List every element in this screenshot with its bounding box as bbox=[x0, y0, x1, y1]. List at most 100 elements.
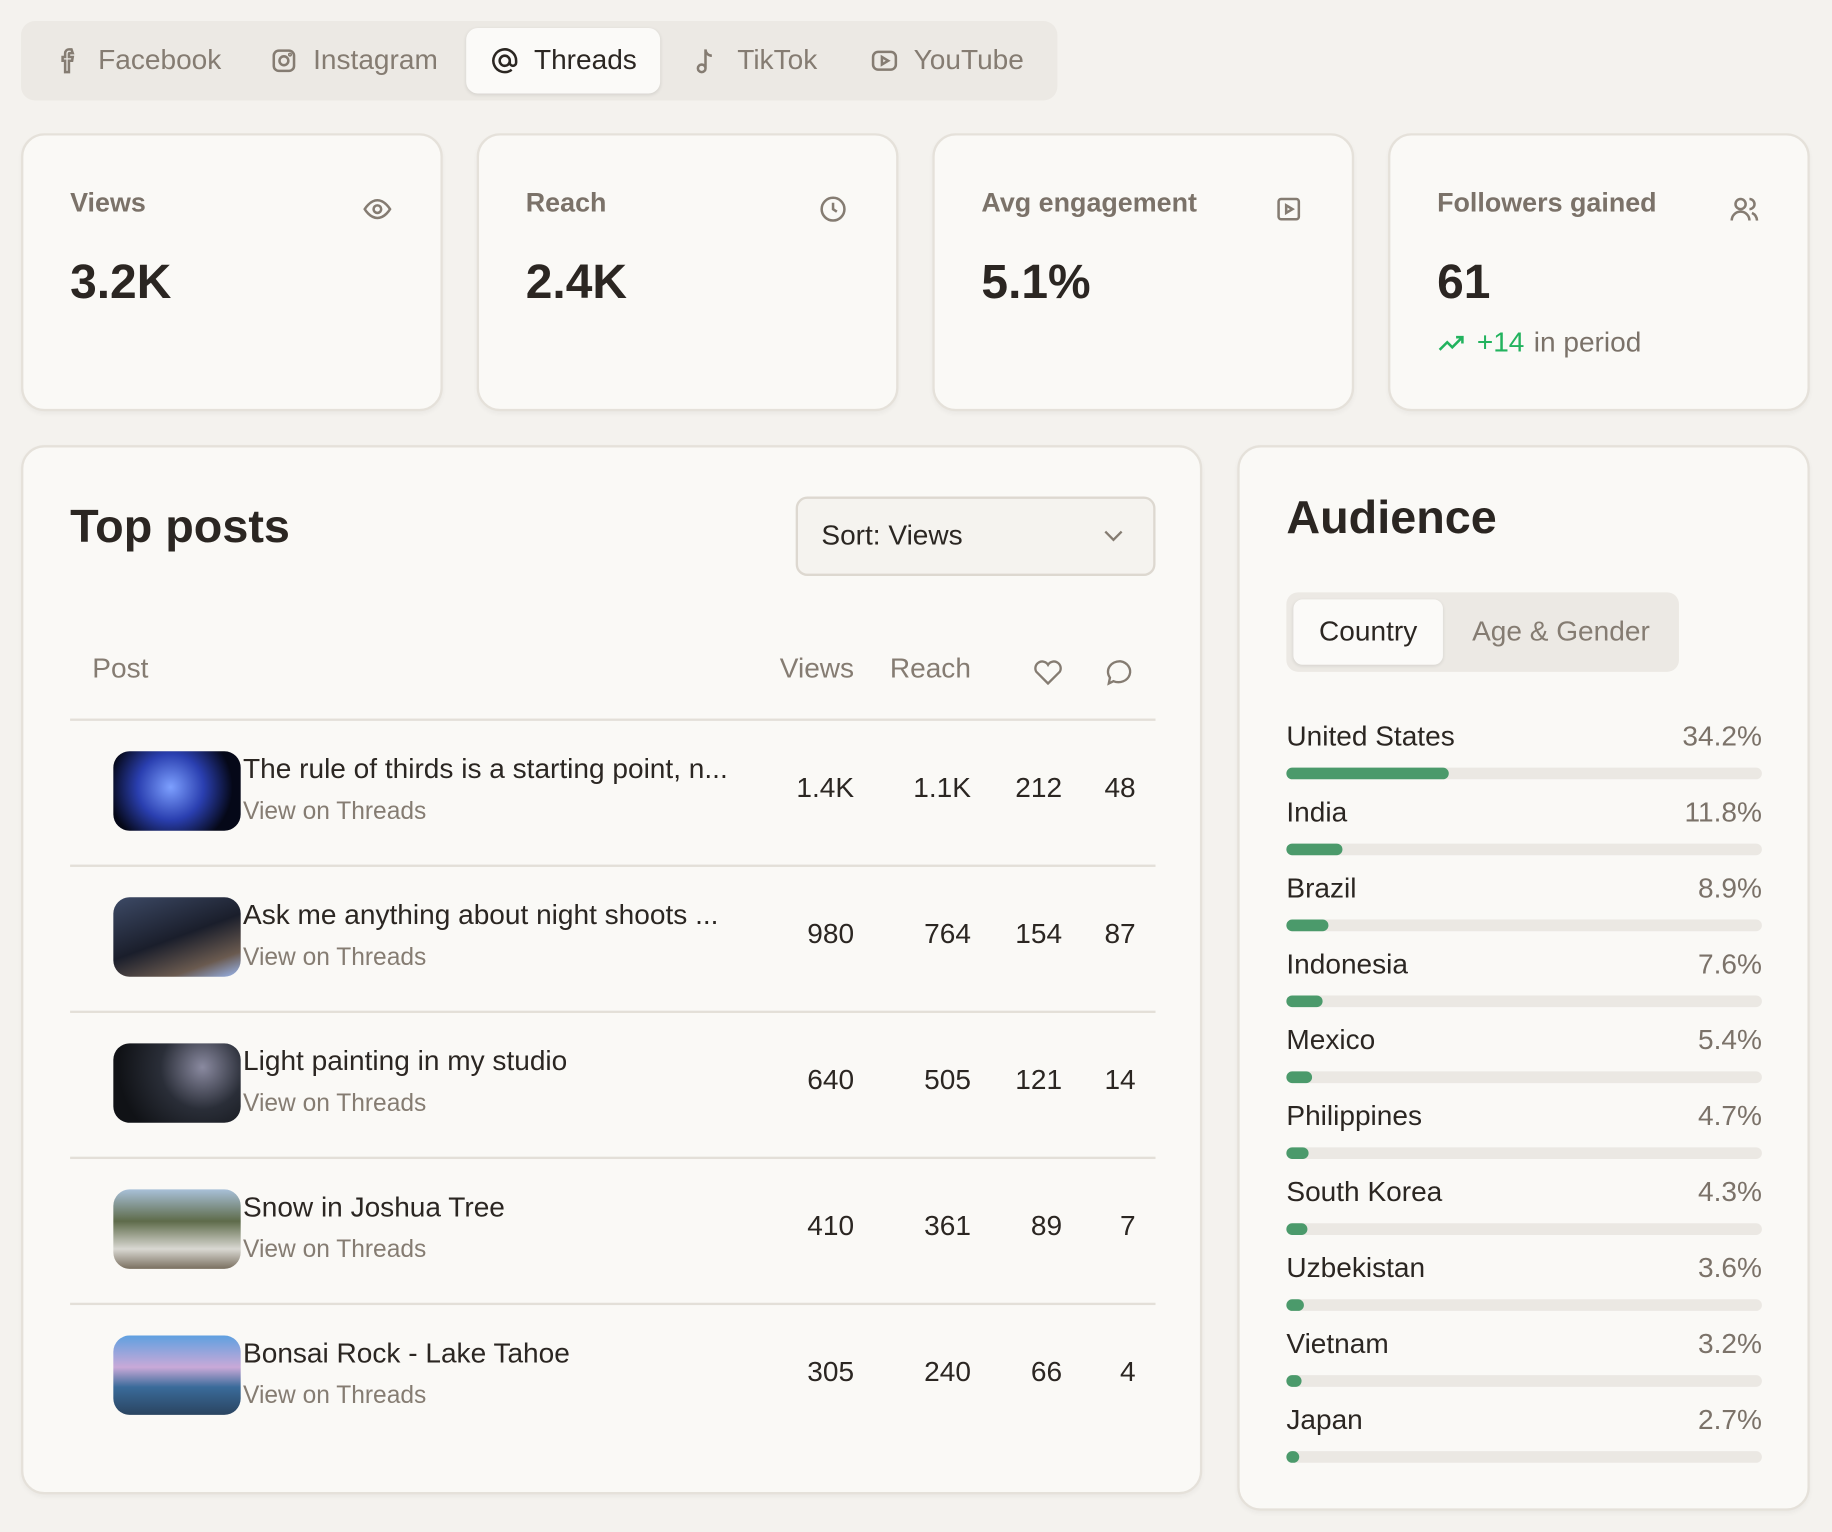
platform-tab[interactable]: YouTube bbox=[846, 28, 1047, 93]
country-name: India bbox=[1286, 796, 1348, 829]
icon bbox=[272, 49, 296, 73]
delta-note: in period bbox=[1533, 327, 1642, 359]
post-thumbnail bbox=[113, 1335, 241, 1415]
stat-value: 61 bbox=[1437, 254, 1491, 309]
tab-label: YouTube bbox=[913, 44, 1024, 76]
segment[interactable]: Country bbox=[1293, 599, 1443, 665]
card-title: Audience bbox=[1286, 491, 1497, 544]
cell-views: 410 bbox=[807, 1210, 855, 1242]
country-name: United States bbox=[1286, 720, 1455, 753]
country-share: 8.9% bbox=[1697, 872, 1762, 905]
stat-label: Reach bbox=[525, 186, 607, 218]
country-share: 2.7% bbox=[1697, 1404, 1762, 1436]
icon bbox=[871, 50, 898, 71]
likes-icon bbox=[1034, 660, 1062, 686]
icon bbox=[492, 48, 518, 74]
post-thumbnail bbox=[113, 897, 241, 977]
divider bbox=[70, 864, 1156, 867]
bar bbox=[1286, 919, 1329, 932]
card-title: Top posts bbox=[70, 501, 290, 553]
country-name: Vietnam bbox=[1286, 1328, 1389, 1360]
post-thumbnail bbox=[113, 1043, 241, 1123]
bar bbox=[1286, 1147, 1309, 1160]
comments-icon bbox=[1106, 660, 1132, 686]
country-share: 5.4% bbox=[1697, 1024, 1762, 1057]
post-link[interactable]: View on Threads bbox=[243, 944, 427, 971]
cell-likes: 154 bbox=[1015, 918, 1063, 950]
bar-track bbox=[1286, 1071, 1762, 1084]
country-name: Japan bbox=[1286, 1404, 1363, 1436]
stat-value: 3.2K bbox=[70, 254, 172, 309]
post-link[interactable]: View on Threads bbox=[243, 1382, 427, 1410]
country-name: Brazil bbox=[1286, 872, 1357, 905]
icon bbox=[61, 48, 75, 74]
country-name: Philippines bbox=[1286, 1100, 1422, 1133]
country-share: 34.2% bbox=[1682, 720, 1762, 753]
country-share: 4.7% bbox=[1697, 1100, 1762, 1133]
segmented: Country Age & Gender bbox=[1286, 592, 1679, 672]
cell-likes: 212 bbox=[1015, 772, 1063, 804]
platform-tab[interactable]: Threads bbox=[466, 28, 661, 94]
post-thumbnail bbox=[113, 751, 241, 831]
bar-track bbox=[1286, 1375, 1762, 1387]
bar-track bbox=[1286, 995, 1762, 1008]
bar-track bbox=[1286, 843, 1762, 856]
cell-likes: 66 bbox=[1030, 1356, 1063, 1389]
segment[interactable]: Age & Gender bbox=[1472, 615, 1650, 648]
bar-track bbox=[1286, 767, 1762, 780]
icon bbox=[363, 199, 392, 220]
delta-value: +14 bbox=[1476, 327, 1525, 359]
post-title: Bonsai Rock - Lake Tahoe bbox=[243, 1337, 570, 1370]
platform-tab[interactable]: TikTok bbox=[669, 28, 840, 93]
cell-comments: 4 bbox=[1120, 1356, 1136, 1389]
sort-label: Sort: Views bbox=[821, 519, 963, 552]
stat-card: Avg engagement 5.1% bbox=[932, 133, 1355, 412]
stat-label: Followers gained bbox=[1437, 186, 1657, 218]
platform-tab[interactable]: Facebook bbox=[30, 28, 244, 93]
stat-label: Avg engagement bbox=[981, 186, 1197, 218]
post-link[interactable]: View on Threads bbox=[243, 1090, 427, 1117]
country-name: Mexico bbox=[1286, 1024, 1376, 1057]
post-link[interactable]: View on Threads bbox=[243, 797, 427, 825]
cell-comments: 87 bbox=[1104, 918, 1136, 950]
country-share: 7.6% bbox=[1697, 948, 1762, 981]
country-share: 3.2% bbox=[1697, 1328, 1762, 1360]
stat-label: Views bbox=[70, 186, 146, 218]
stat-card: Followers gained 61 +14 in period bbox=[1388, 133, 1810, 412]
col-header: Post bbox=[92, 653, 149, 685]
country-share: 11.8% bbox=[1684, 796, 1762, 829]
col-header: Views bbox=[779, 653, 855, 685]
divider bbox=[70, 1302, 1156, 1306]
tab-label: Instagram bbox=[313, 44, 438, 76]
platform-tab[interactable]: Instagram bbox=[245, 28, 461, 93]
cell-comments: 7 bbox=[1120, 1210, 1136, 1242]
country-name: South Korea bbox=[1286, 1176, 1443, 1209]
bar bbox=[1286, 995, 1323, 1008]
bar bbox=[1286, 1375, 1302, 1387]
cell-reach: 764 bbox=[924, 918, 971, 950]
stat-card: Reach 2.4K bbox=[476, 133, 899, 412]
bar bbox=[1286, 767, 1449, 780]
post-title: Snow in Joshua Tree bbox=[243, 1191, 505, 1224]
cell-reach: 1.1K bbox=[913, 772, 971, 804]
icon bbox=[820, 196, 846, 222]
cell-views: 640 bbox=[807, 1064, 855, 1096]
delta: +14 in period bbox=[1437, 327, 1641, 360]
chevron bbox=[1104, 530, 1123, 542]
bar-track bbox=[1286, 1299, 1762, 1311]
divider bbox=[70, 1010, 1156, 1013]
cell-comments: 14 bbox=[1104, 1064, 1136, 1096]
post-thumbnail bbox=[113, 1189, 241, 1269]
cell-reach: 505 bbox=[924, 1064, 971, 1096]
icon bbox=[1730, 197, 1759, 221]
sort-select[interactable]: Sort: Views bbox=[795, 496, 1156, 577]
tab-label: Threads bbox=[533, 44, 637, 76]
stat-value: 5.1% bbox=[981, 254, 1091, 309]
bar bbox=[1286, 843, 1343, 856]
bar-track bbox=[1286, 1451, 1762, 1463]
cell-views: 980 bbox=[807, 918, 855, 950]
post-link[interactable]: View on Threads bbox=[243, 1236, 427, 1264]
icon bbox=[1277, 197, 1301, 221]
country-share: 3.6% bbox=[1697, 1252, 1762, 1285]
